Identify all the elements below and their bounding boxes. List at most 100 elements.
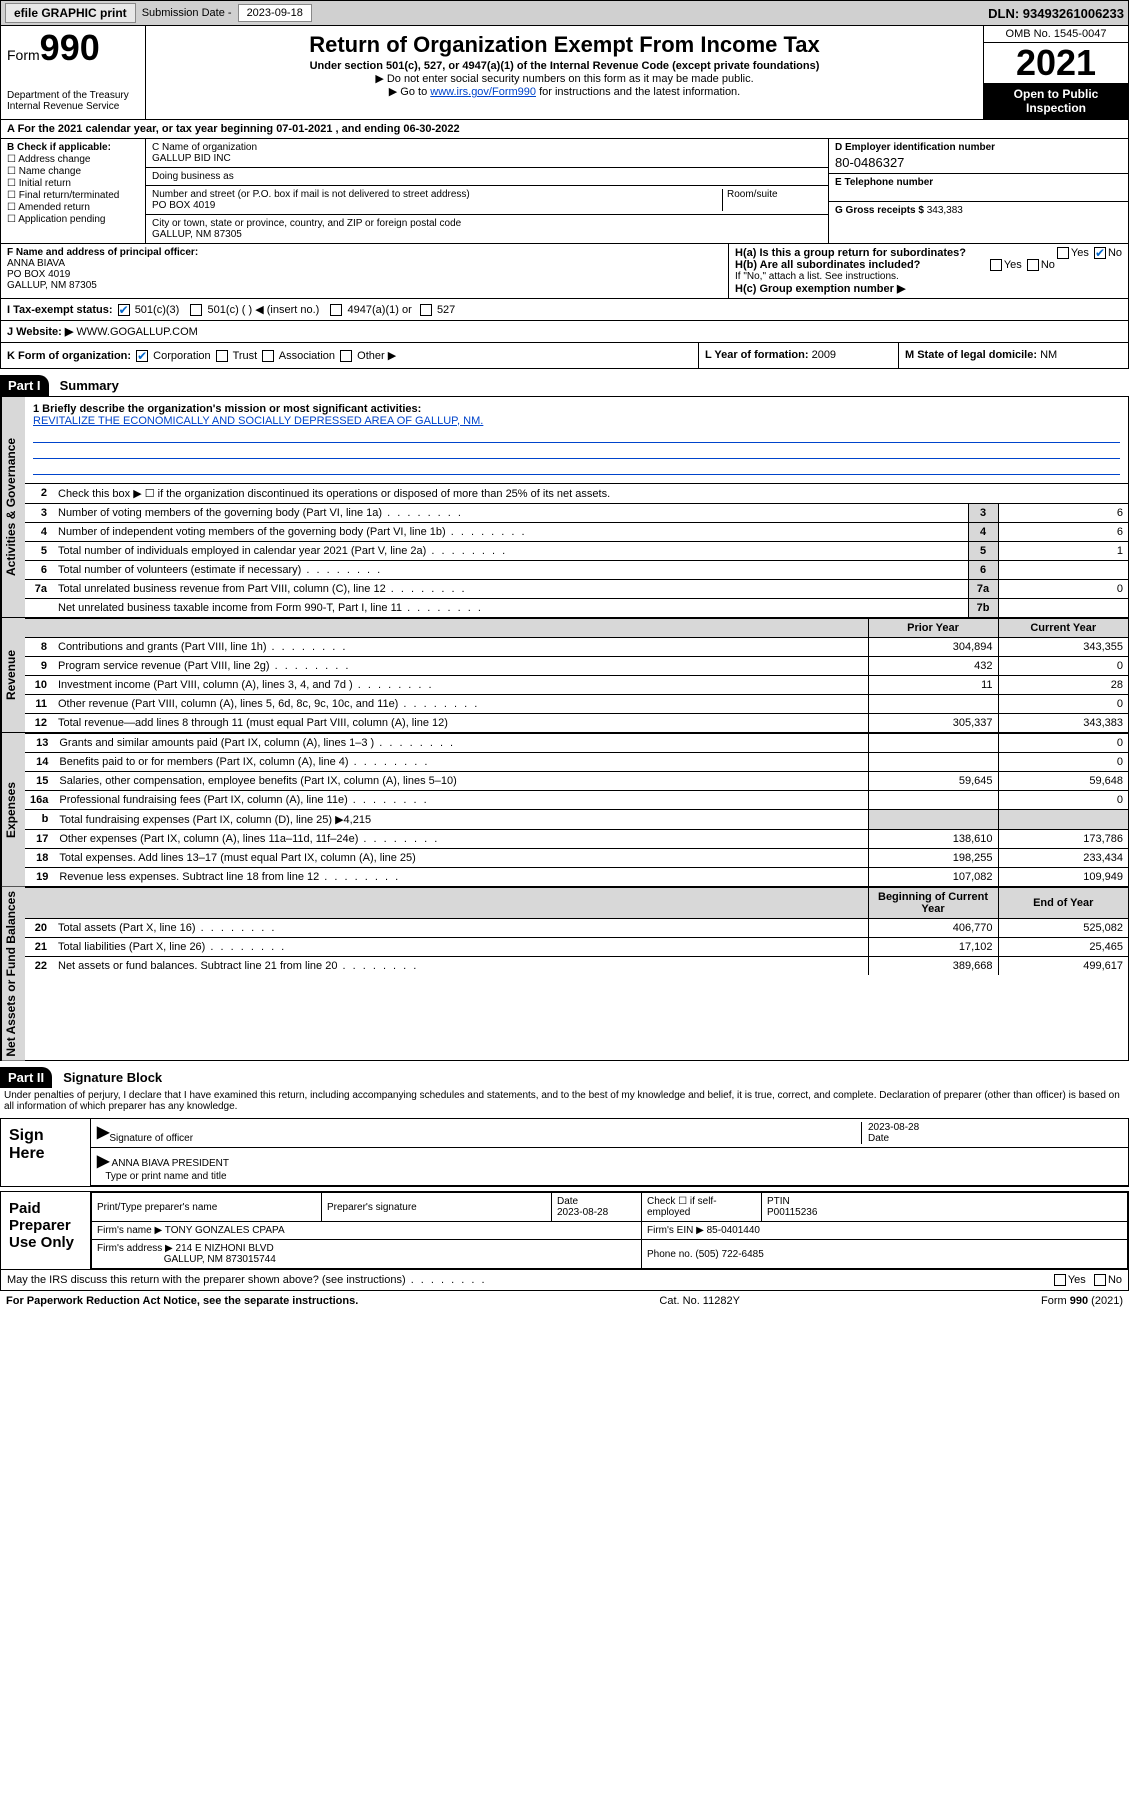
note-2: ▶ Go to www.irs.gov/Form990 for instruct… (154, 85, 975, 98)
l17-py: 138,610 (868, 829, 998, 848)
open-inspection: Open to Public Inspection (984, 83, 1128, 119)
line7b-val (998, 598, 1128, 617)
declaration: Under penalties of perjury, I declare th… (0, 1088, 1129, 1114)
part1-body: Activities & Governance 1 Briefly descri… (0, 396, 1129, 1062)
assoc-checkbox[interactable] (262, 350, 274, 362)
discuss-no[interactable] (1094, 1274, 1106, 1286)
l20-beg: 406,770 (868, 918, 998, 937)
tax-year: 2021 (984, 43, 1128, 83)
may-discuss-row: May the IRS discuss this return with the… (0, 1270, 1129, 1291)
block-bce: B Check if applicable: ☐ Address change … (0, 139, 1129, 244)
efile-button[interactable]: efile GRAPHIC print (5, 3, 136, 23)
dept-line-1: Department of the Treasury (7, 90, 139, 101)
firm-address: 214 E NIZHONI BLVD (176, 1243, 274, 1254)
form-footer-label: Form 990 (2021) (1041, 1295, 1123, 1307)
column-c-name-address: C Name of organizationGALLUP BID INC Doi… (146, 139, 828, 243)
submission-date: 2023-09-18 (238, 4, 312, 22)
firm-phone: (505) 722-6485 (695, 1249, 763, 1260)
year-formation: 2009 (812, 349, 836, 361)
prep-date: 2023-08-28 (557, 1207, 608, 1218)
part1-tag: Part I (0, 375, 49, 396)
l19-cy: 109,949 (998, 867, 1128, 886)
state-domicile: NM (1040, 349, 1057, 361)
hb-label: H(b) Are all subordinates included? (735, 259, 920, 271)
501c3-checkbox[interactable] (118, 304, 130, 316)
l12-cy: 343,383 (998, 713, 1128, 732)
l18-py: 198,255 (868, 848, 998, 867)
paid-preparer-block: Paid Preparer Use Only Print/Type prepar… (0, 1191, 1129, 1270)
l20-end: 525,082 (998, 918, 1128, 937)
l22-beg: 389,668 (868, 956, 998, 975)
irs-link[interactable]: www.irs.gov/Form990 (430, 86, 536, 98)
l22-end: 499,617 (998, 956, 1128, 975)
row-fh: F Name and address of principal officer:… (0, 244, 1129, 299)
topbar: efile GRAPHIC print Submission Date - 20… (0, 0, 1129, 26)
gross-receipts: 343,383 (927, 205, 963, 216)
firm-ein: 85-0401440 (707, 1225, 760, 1236)
column-de: D Employer identification number80-04863… (828, 139, 1128, 243)
firm-name: TONY GONZALES CPAPA (165, 1225, 285, 1236)
form-header: Form990 Department of the Treasury Inter… (0, 26, 1129, 120)
l13-cy: 0 (998, 733, 1128, 752)
hc-label: H(c) Group exemption number ▶ (735, 283, 905, 295)
l18-cy: 233,434 (998, 848, 1128, 867)
row-a-tax-year: A For the 2021 calendar year, or tax yea… (0, 120, 1129, 139)
l11-py (868, 694, 998, 713)
dln: DLN: 93493261006233 (988, 6, 1124, 21)
line5-val: 1 (998, 541, 1128, 560)
l14-py (868, 752, 998, 771)
omb-number: OMB No. 1545-0047 (984, 26, 1128, 43)
part2-title: Signature Block (55, 1067, 170, 1088)
ha-no[interactable] (1094, 247, 1106, 259)
org-address: PO BOX 4019 (152, 200, 215, 211)
line7a-val: 0 (998, 579, 1128, 598)
l11-cy: 0 (998, 694, 1128, 713)
sign-here-block: Sign Here ▶ Signature of officer 2023-08… (0, 1118, 1129, 1187)
l8-py: 304,894 (868, 637, 998, 656)
form-title: Return of Organization Exempt From Incom… (154, 32, 975, 58)
side-expenses: Expenses (1, 733, 25, 886)
org-city: GALLUP, NM 87305 (152, 229, 242, 240)
part1-title: Summary (52, 375, 127, 396)
l10-py: 11 (868, 675, 998, 694)
527-checkbox[interactable] (420, 304, 432, 316)
row-klm: K Form of organization: Corporation Trus… (0, 343, 1129, 369)
l12-py: 305,337 (868, 713, 998, 732)
note-1: ▶ Do not enter social security numbers o… (154, 72, 975, 85)
form-subtitle: Under section 501(c), 527, or 4947(a)(1)… (154, 60, 975, 72)
l8-cy: 343,355 (998, 637, 1128, 656)
hb-yes[interactable] (990, 259, 1002, 271)
l15-py: 59,645 (868, 771, 998, 790)
row-i: I Tax-exempt status: 501(c)(3) 501(c) ( … (0, 299, 1129, 321)
row-j: J Website: ▶ WWW.GOGALLUP.COM (0, 321, 1129, 343)
l21-end: 25,465 (998, 937, 1128, 956)
dept-line-2: Internal Revenue Service (7, 101, 139, 112)
l16a-py (868, 790, 998, 809)
side-revenue: Revenue (1, 618, 25, 732)
hb-no[interactable] (1027, 259, 1039, 271)
column-b-checkboxes: B Check if applicable: ☐ Address change … (1, 139, 146, 243)
l13-py (868, 733, 998, 752)
org-name: GALLUP BID INC (152, 153, 231, 164)
officer-name: ANNA BIAVA (7, 258, 65, 269)
discuss-yes[interactable] (1054, 1274, 1066, 1286)
submission-label: Submission Date - (142, 7, 232, 19)
l9-cy: 0 (998, 656, 1128, 675)
paid-preparer-label: Paid Preparer Use Only (1, 1192, 91, 1269)
form-word: Form (7, 47, 40, 63)
website: WWW.GOGALLUP.COM (76, 326, 197, 338)
sign-here-label: Sign Here (1, 1119, 91, 1186)
sign-date: 2023-08-28 (868, 1122, 919, 1133)
other-checkbox[interactable] (340, 350, 352, 362)
mission-q: 1 Briefly describe the organization's mi… (33, 403, 421, 415)
page-footer: For Paperwork Reduction Act Notice, see … (0, 1291, 1129, 1311)
4947-checkbox[interactable] (330, 304, 342, 316)
corp-checkbox[interactable] (136, 350, 148, 362)
part2-tag: Part II (0, 1067, 52, 1088)
501c-checkbox[interactable] (190, 304, 202, 316)
ein: 80-0486327 (835, 155, 1122, 170)
form-number: 990 (40, 27, 100, 68)
ha-yes[interactable] (1057, 247, 1069, 259)
trust-checkbox[interactable] (216, 350, 228, 362)
mission-text: REVITALIZE THE ECONOMICALLY AND SOCIALLY… (33, 415, 483, 427)
